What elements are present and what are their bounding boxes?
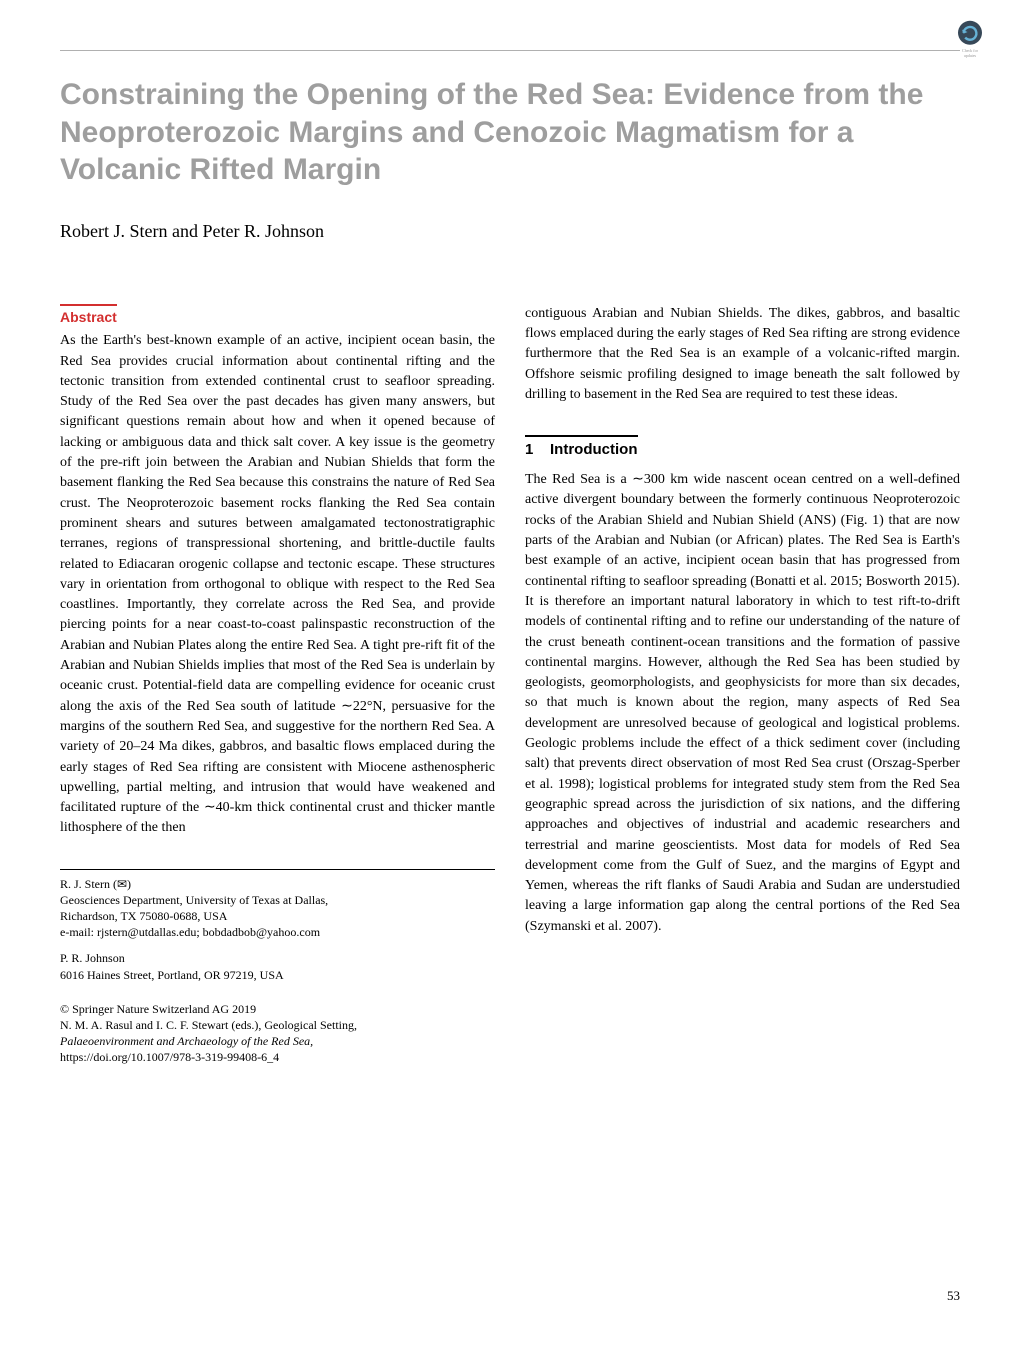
copyright-line3: Palaeoenvironment and Archaeology of the… — [60, 1033, 495, 1049]
left-column: Abstract As the Earth's best-known examp… — [60, 304, 495, 1066]
affiliation-author2: P. R. Johnson 6016 Haines Street, Portla… — [60, 950, 495, 982]
article-authors: Robert J. Stern and Peter R. Johnson — [60, 219, 960, 244]
check-updates-badge[interactable]: Check for updates — [950, 20, 990, 60]
section-1-heading: 1 Introduction — [525, 435, 638, 460]
page-number: 53 — [947, 1287, 960, 1305]
affil-dept-1: Geosciences Department, University of Te… — [60, 892, 495, 908]
two-column-layout: Abstract As the Earth's best-known examp… — [60, 304, 960, 1066]
copyright-block: © Springer Nature Switzerland AG 2019 N.… — [60, 1001, 495, 1066]
affil-addr-1: Richardson, TX 75080-0688, USA — [60, 908, 495, 924]
abstract-body-right: contiguous Arabian and Nubian Shields. T… — [525, 304, 960, 405]
svg-text:updates: updates — [964, 53, 977, 58]
section-number: 1 — [525, 441, 533, 458]
article-title: Constraining the Opening of the Red Sea:… — [60, 76, 960, 189]
affil-email-1: e-mail: rjstern@utdallas.edu; bobdadbob@… — [60, 924, 495, 940]
section-1-body: The Red Sea is a ∼300 km wide nascent oc… — [525, 470, 960, 937]
affil-addr-2: 6016 Haines Street, Portland, OR 97219, … — [60, 967, 495, 983]
section-title: Introduction — [550, 441, 637, 458]
affil-name-2: P. R. Johnson — [60, 950, 495, 966]
abstract-body-left: As the Earth's best-known example of an … — [60, 331, 495, 838]
abstract-heading: Abstract — [60, 304, 117, 328]
affil-name-1: R. J. Stern (✉) — [60, 876, 495, 892]
affiliation-author1: R. J. Stern (✉) Geosciences Department, … — [60, 876, 495, 941]
copyright-line1: © Springer Nature Switzerland AG 2019 — [60, 1001, 495, 1017]
affiliations-block: R. J. Stern (✉) Geosciences Department, … — [60, 869, 495, 983]
copyright-line2: N. M. A. Rasul and I. C. F. Stewart (eds… — [60, 1017, 495, 1033]
header-rule — [60, 50, 960, 51]
right-column: contiguous Arabian and Nubian Shields. T… — [525, 304, 960, 1066]
copyright-doi[interactable]: https://doi.org/10.1007/978-3-319-99408-… — [60, 1049, 495, 1065]
